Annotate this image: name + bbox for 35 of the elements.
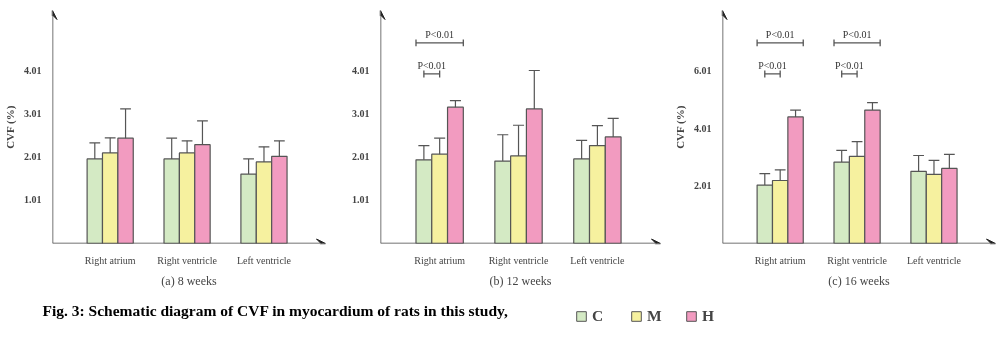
legend-label: C <box>592 307 605 325</box>
annotation: P<0.01 <box>417 59 447 71</box>
y-tick-label: 1.01 <box>352 194 370 206</box>
y-tick-label: 2.01 <box>694 180 712 192</box>
y-tick-label: 2.01 <box>352 151 370 163</box>
x-axis-title: (b) 12 weeks <box>489 273 552 288</box>
y-tick-label: 3.01 <box>24 108 42 120</box>
x-tick-label: Left ventricle <box>570 254 626 266</box>
legend-label: M <box>647 307 663 325</box>
annotation: P<0.01 <box>758 59 787 71</box>
annotation: P<0.01 <box>835 59 864 71</box>
annotation: P<0.01 <box>842 28 872 40</box>
x-tick-label: Right atrium <box>414 254 466 266</box>
y-axis-title: CVF (%) <box>4 105 17 149</box>
annotation: P<0.01 <box>765 28 795 40</box>
legend-label: H <box>702 307 716 325</box>
y-tick-label: 4.01 <box>694 122 712 134</box>
x-tick-label: Right ventricle <box>827 254 888 266</box>
y-tick-label: 4.01 <box>352 64 370 76</box>
y-tick-label: 2.01 <box>24 151 42 163</box>
x-axis-title: (c) 16 weeks <box>828 273 890 288</box>
y-tick-label: 4.01 <box>24 64 42 76</box>
y-tick-label: 6.01 <box>694 65 712 77</box>
x-tick-label: Right atrium <box>754 254 806 266</box>
x-tick-label: Right ventricle <box>157 254 218 266</box>
x-tick-label: Left ventricle <box>906 254 962 266</box>
x-tick-label: Right atrium <box>84 254 136 266</box>
y-tick-label: 1.01 <box>24 194 42 206</box>
caption: Fig. 3: Schematic diagram of CVF in myocardium of rats in this study, <box>42 302 508 319</box>
x-tick-label: Right ventricle <box>488 254 549 266</box>
annotation: P<0.01 <box>425 28 455 40</box>
x-axis-title: (a) 8 weeks <box>161 273 217 288</box>
x-tick-label: Left ventricle <box>236 254 292 266</box>
y-tick-label: 3.01 <box>352 108 370 120</box>
y-axis-title: CVF (%) <box>674 105 687 149</box>
